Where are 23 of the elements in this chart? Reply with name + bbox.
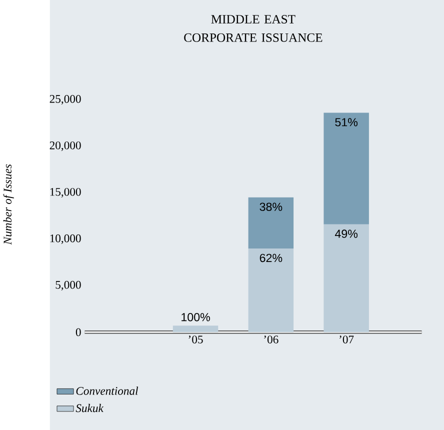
bar [248, 197, 294, 249]
legend-label: Sukuk [76, 404, 104, 412]
bar [248, 248, 294, 332]
chart-title: MIDDLE EAST CORPORATE ISSUANCE [184, 15, 322, 42]
y-tick-label: 10,000 [50, 234, 81, 244]
x-tick-label: ’06 [264, 336, 278, 344]
y-tick-label: 15,000 [50, 188, 81, 198]
x-tick-label: ’05 [188, 336, 203, 344]
annotation: 62% [260, 254, 282, 262]
y-axis-title: Number of Issues [3, 164, 14, 245]
y-tick-label: 5,000 [56, 280, 81, 290]
annotation: 49% [334, 230, 358, 238]
annotation: 100% [182, 313, 210, 322]
y-tick-label: 25,000 [50, 95, 81, 105]
y-tick-label: 20,000 [50, 141, 81, 152]
x-tick-label: ’07 [340, 336, 354, 344]
bar [324, 112, 369, 224]
bar [324, 224, 369, 332]
annotation: 51% [335, 118, 358, 126]
annotation: 38% [260, 202, 282, 211]
bar [172, 326, 218, 332]
y-tick-label: 0 [76, 328, 81, 336]
legend-label: Conventional [76, 386, 138, 395]
